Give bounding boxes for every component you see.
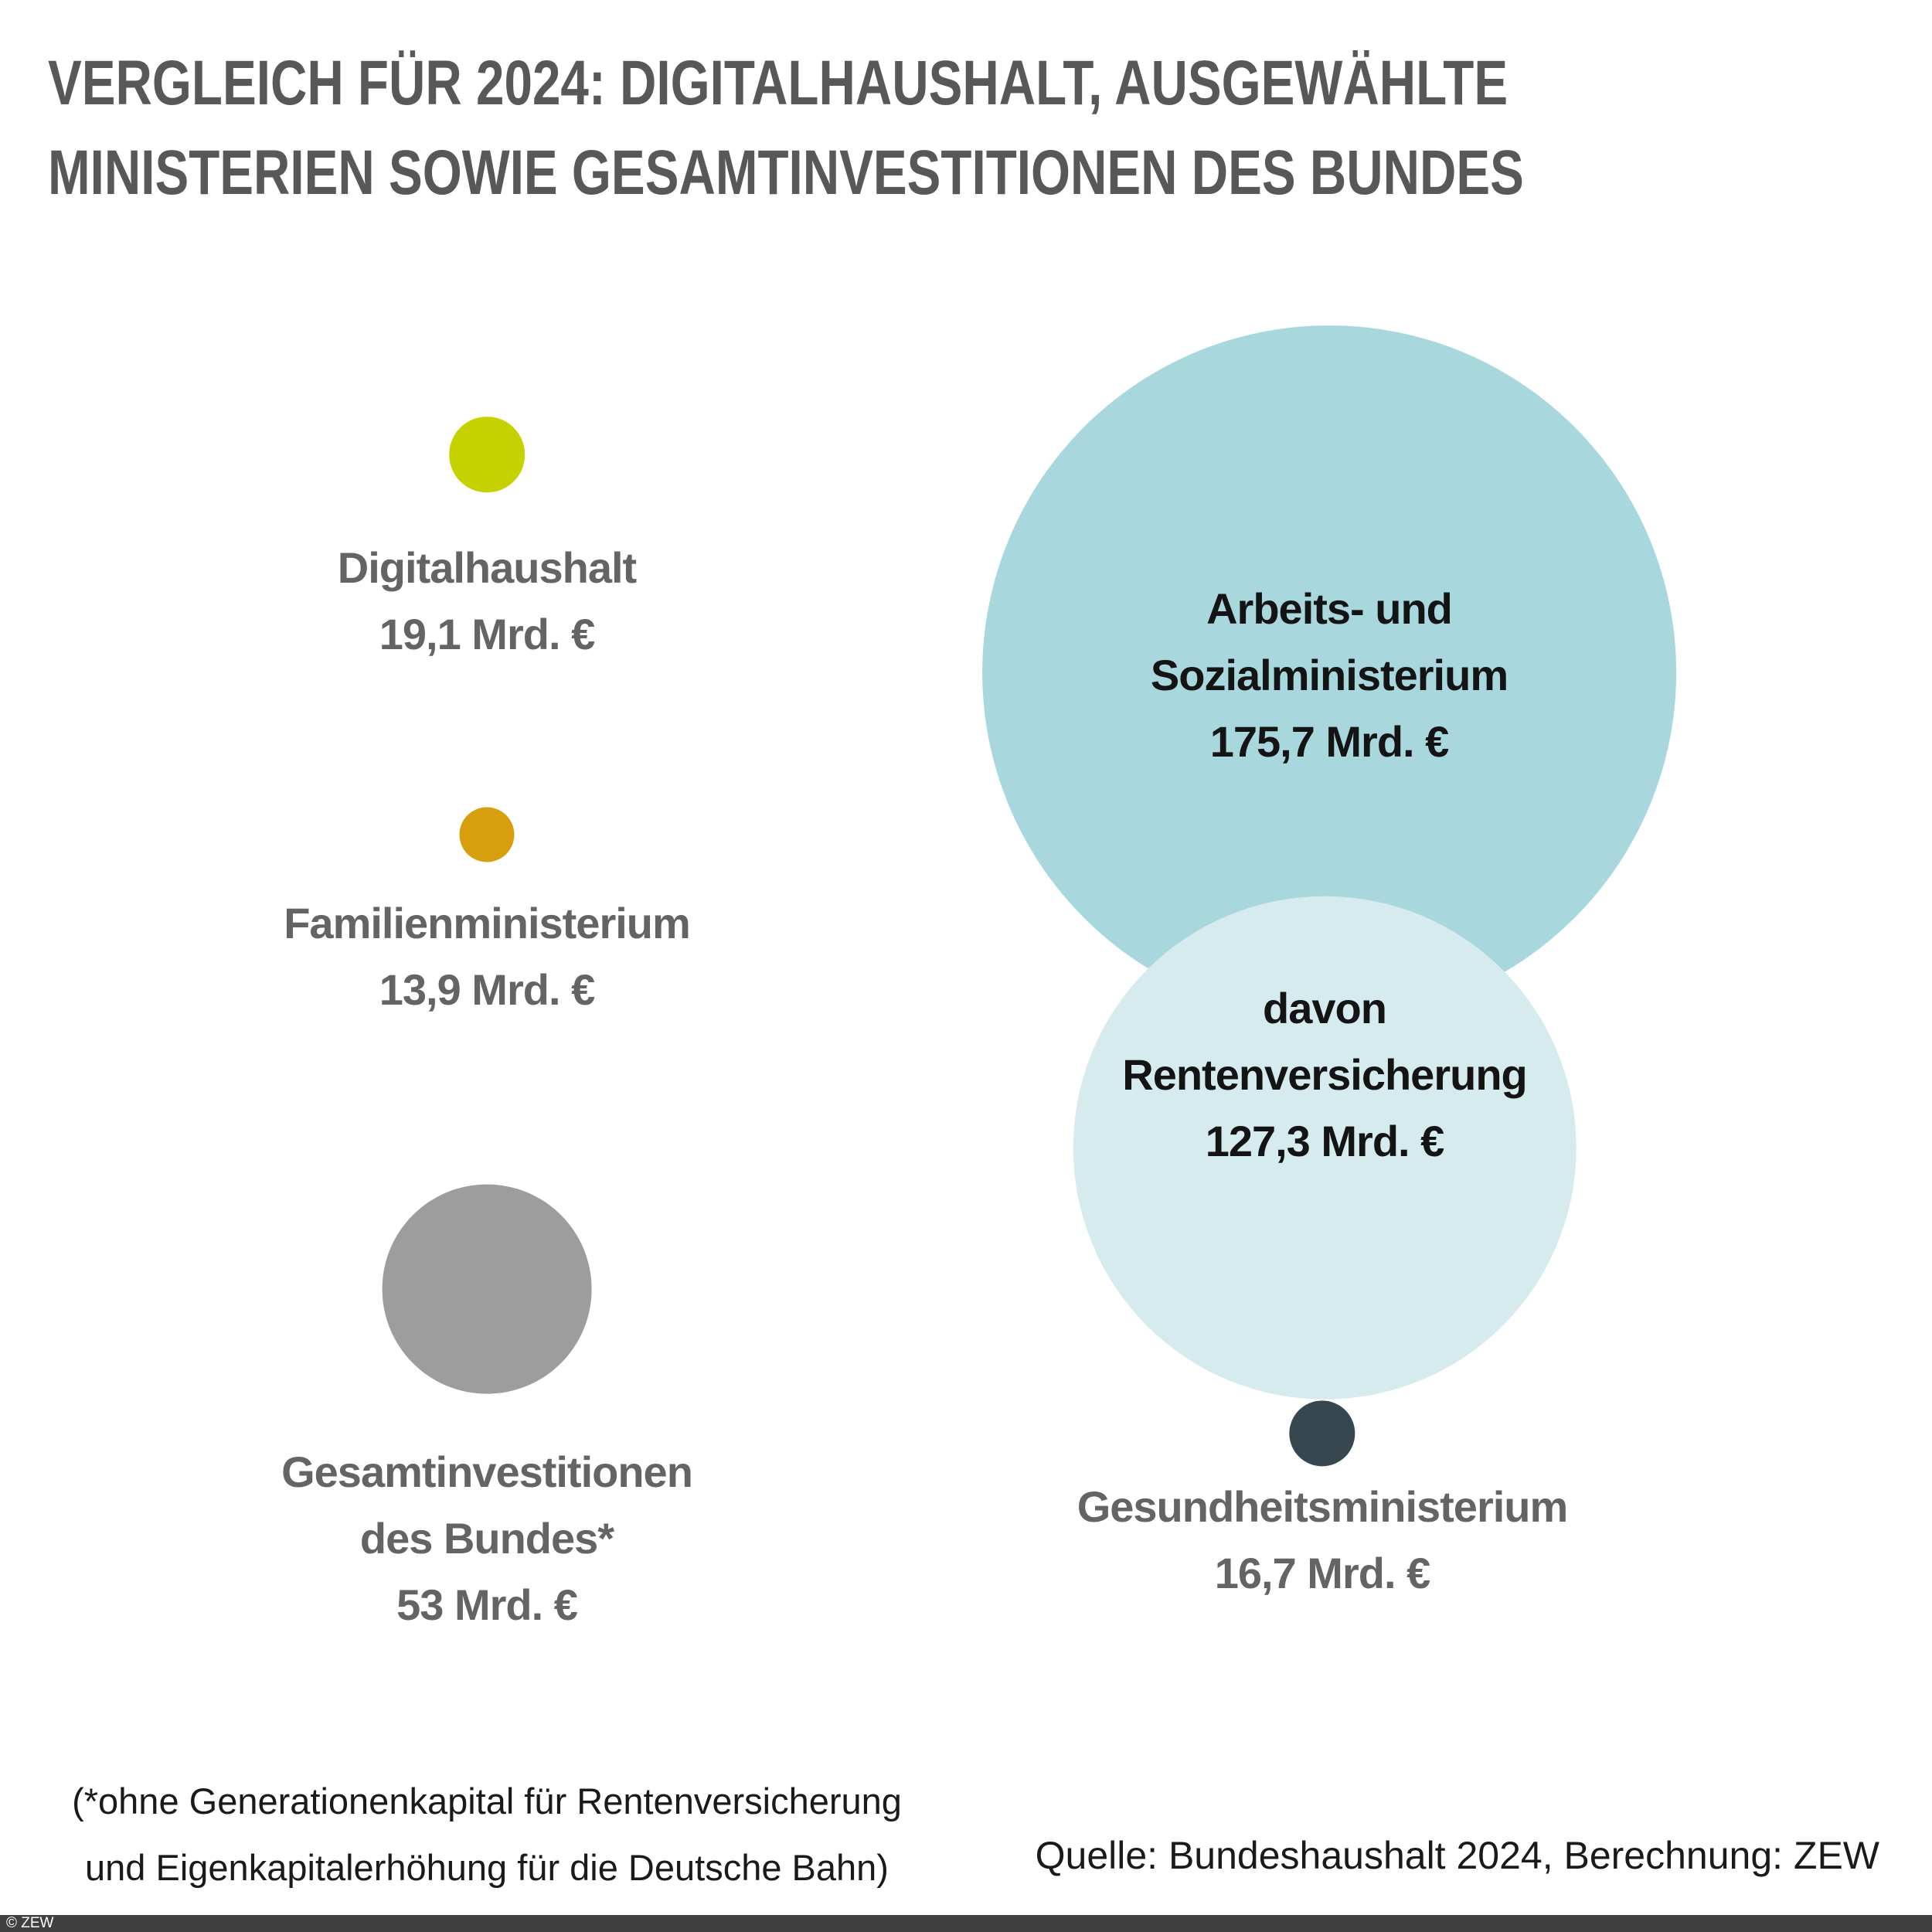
label-rentenversicherung-value: 127,3 Mrd. €: [1205, 1117, 1445, 1165]
label-rentenversicherung-name2: Rentenversicherung: [1122, 1050, 1527, 1099]
label-digitalhaushalt-value: 19,1 Mrd. €: [379, 610, 595, 658]
source-note: Quelle: Bundeshaushalt 2024, Berechnung:…: [1035, 1834, 1879, 1877]
footnote-line1: (*ohne Generationenkapital für Rentenver…: [72, 1781, 902, 1821]
copyright-credit: © ZEW: [6, 1915, 54, 1931]
label-gesundheitsministerium-value: 16,7 Mrd. €: [1214, 1549, 1430, 1597]
label-familienministerium-value: 13,9 Mrd. €: [379, 965, 595, 1014]
label-arbeits-sozialministerium-value: 175,7 Mrd. €: [1209, 717, 1450, 766]
label-gesamtinvestitionen-value: 53 Mrd. €: [396, 1580, 578, 1629]
label-gesundheitsministerium-name: Gesundheitsministerium: [1077, 1482, 1569, 1531]
label-rentenversicherung: davon Rentenversicherung 127,3 Mrd. €: [1122, 975, 1527, 1175]
label-digitalhaushalt-name: Digitalhaushalt: [337, 543, 637, 592]
label-arbeits-sozialministerium-name1: Arbeits- und: [1206, 584, 1453, 633]
footnote: (*ohne Generationenkapital für Rentenver…: [19, 1768, 954, 1901]
label-gesundheitsministerium: Gesundheitsministerium 16,7 Mrd. €: [1077, 1474, 1569, 1607]
label-arbeits-sozialministerium: Arbeits- und Sozialministerium 175,7 Mrd…: [1150, 576, 1509, 775]
label-gesamtinvestitionen-name2: des Bundes*: [359, 1514, 614, 1563]
bubble-digitalhaushalt: [449, 417, 525, 492]
label-digitalhaushalt: Digitalhaushalt 19,1 Mrd. €: [337, 535, 637, 668]
credit-bar: © ZEW: [0, 1915, 1932, 1932]
footnote-line2: und Eigenkapitalerhöhung für die Deutsch…: [85, 1847, 889, 1888]
chart-title: VERGLEICH FÜR 2024: DIGITALHAUSHALT, AUS…: [48, 39, 1524, 218]
label-rentenversicherung-name1: davon: [1263, 984, 1387, 1032]
chart-title-line2: MINISTERIEN SOWIE GESAMTINVESTITIONEN DE…: [48, 138, 1524, 208]
chart-title-line1: VERGLEICH FÜR 2024: DIGITALHAUSHALT, AUS…: [48, 48, 1509, 118]
bubble-gesamtinvestitionen: [382, 1184, 592, 1394]
label-arbeits-sozialministerium-name2: Sozialministerium: [1150, 651, 1509, 699]
bubble-familienministerium: [459, 807, 515, 862]
label-familienministerium: Familienministerium 13,9 Mrd. €: [284, 890, 691, 1023]
bubble-gesundheitsministerium: [1289, 1400, 1355, 1467]
label-gesamtinvestitionen: Gesamtinvestitionen des Bundes* 53 Mrd. …: [281, 1439, 693, 1638]
bubble-rentenversicherung: [1073, 896, 1577, 1400]
label-familienministerium-name: Familienministerium: [284, 899, 691, 947]
label-gesamtinvestitionen-name1: Gesamtinvestitionen: [281, 1447, 693, 1496]
